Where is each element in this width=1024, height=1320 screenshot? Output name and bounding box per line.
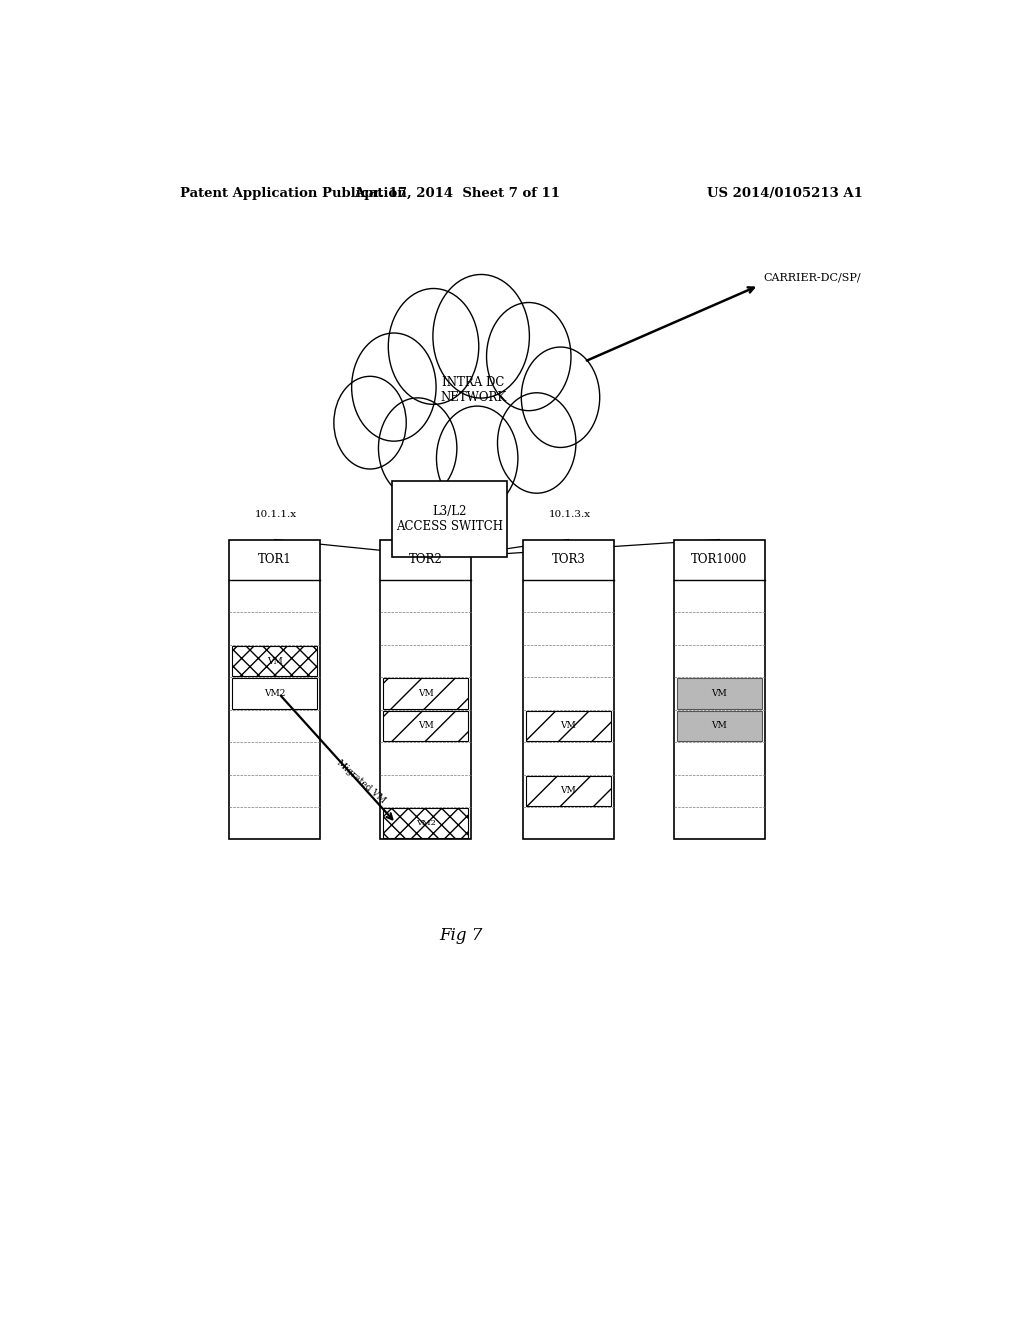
FancyBboxPatch shape <box>383 678 468 709</box>
FancyBboxPatch shape <box>383 710 468 741</box>
Circle shape <box>436 407 518 511</box>
Text: Fig 7: Fig 7 <box>439 928 483 944</box>
Circle shape <box>486 302 571 411</box>
Text: 10.1.2.x: 10.1.2.x <box>406 511 447 519</box>
FancyBboxPatch shape <box>526 710 611 741</box>
FancyBboxPatch shape <box>674 540 765 840</box>
Circle shape <box>498 393 575 494</box>
Text: 10.1.3.x: 10.1.3.x <box>549 511 591 519</box>
Text: TOR1: TOR1 <box>258 553 292 566</box>
Circle shape <box>351 333 436 441</box>
FancyBboxPatch shape <box>677 678 762 709</box>
FancyBboxPatch shape <box>229 540 321 840</box>
Text: INTRA DC
NETWORK: INTRA DC NETWORK <box>440 376 506 404</box>
Text: TOR1000: TOR1000 <box>691 553 748 566</box>
Text: VM: VM <box>418 722 433 730</box>
Text: VM: VM <box>418 689 433 698</box>
Text: VM: VM <box>712 722 727 730</box>
Text: VM2: VM2 <box>416 820 435 828</box>
Circle shape <box>521 347 600 447</box>
Text: L3/L2
ACCESS SWITCH: L3/L2 ACCESS SWITCH <box>396 506 503 533</box>
Text: 10.1.1.x: 10.1.1.x <box>255 511 297 519</box>
FancyBboxPatch shape <box>677 710 762 741</box>
FancyBboxPatch shape <box>523 540 614 840</box>
Text: VM: VM <box>712 689 727 698</box>
FancyBboxPatch shape <box>383 808 468 838</box>
Text: VM: VM <box>267 656 283 665</box>
Text: CARRIER-DC/SP/: CARRIER-DC/SP/ <box>763 272 860 282</box>
Text: Patent Application Publication: Patent Application Publication <box>179 187 407 201</box>
FancyBboxPatch shape <box>392 480 507 557</box>
Text: Apr. 17, 2014  Sheet 7 of 11: Apr. 17, 2014 Sheet 7 of 11 <box>354 187 560 201</box>
Ellipse shape <box>370 351 568 453</box>
Circle shape <box>379 397 457 498</box>
Text: TOR2: TOR2 <box>409 553 442 566</box>
Text: Migrated VM: Migrated VM <box>336 758 387 805</box>
Text: TOR3: TOR3 <box>552 553 586 566</box>
FancyBboxPatch shape <box>526 776 611 807</box>
FancyBboxPatch shape <box>232 678 317 709</box>
FancyBboxPatch shape <box>380 540 471 840</box>
Circle shape <box>334 376 407 469</box>
Circle shape <box>388 289 479 404</box>
Text: VM: VM <box>560 722 577 730</box>
FancyBboxPatch shape <box>232 645 317 676</box>
Text: VM: VM <box>560 787 577 795</box>
Text: US 2014/0105213 A1: US 2014/0105213 A1 <box>708 187 863 201</box>
Text: VM2: VM2 <box>264 689 286 698</box>
Circle shape <box>433 275 529 399</box>
